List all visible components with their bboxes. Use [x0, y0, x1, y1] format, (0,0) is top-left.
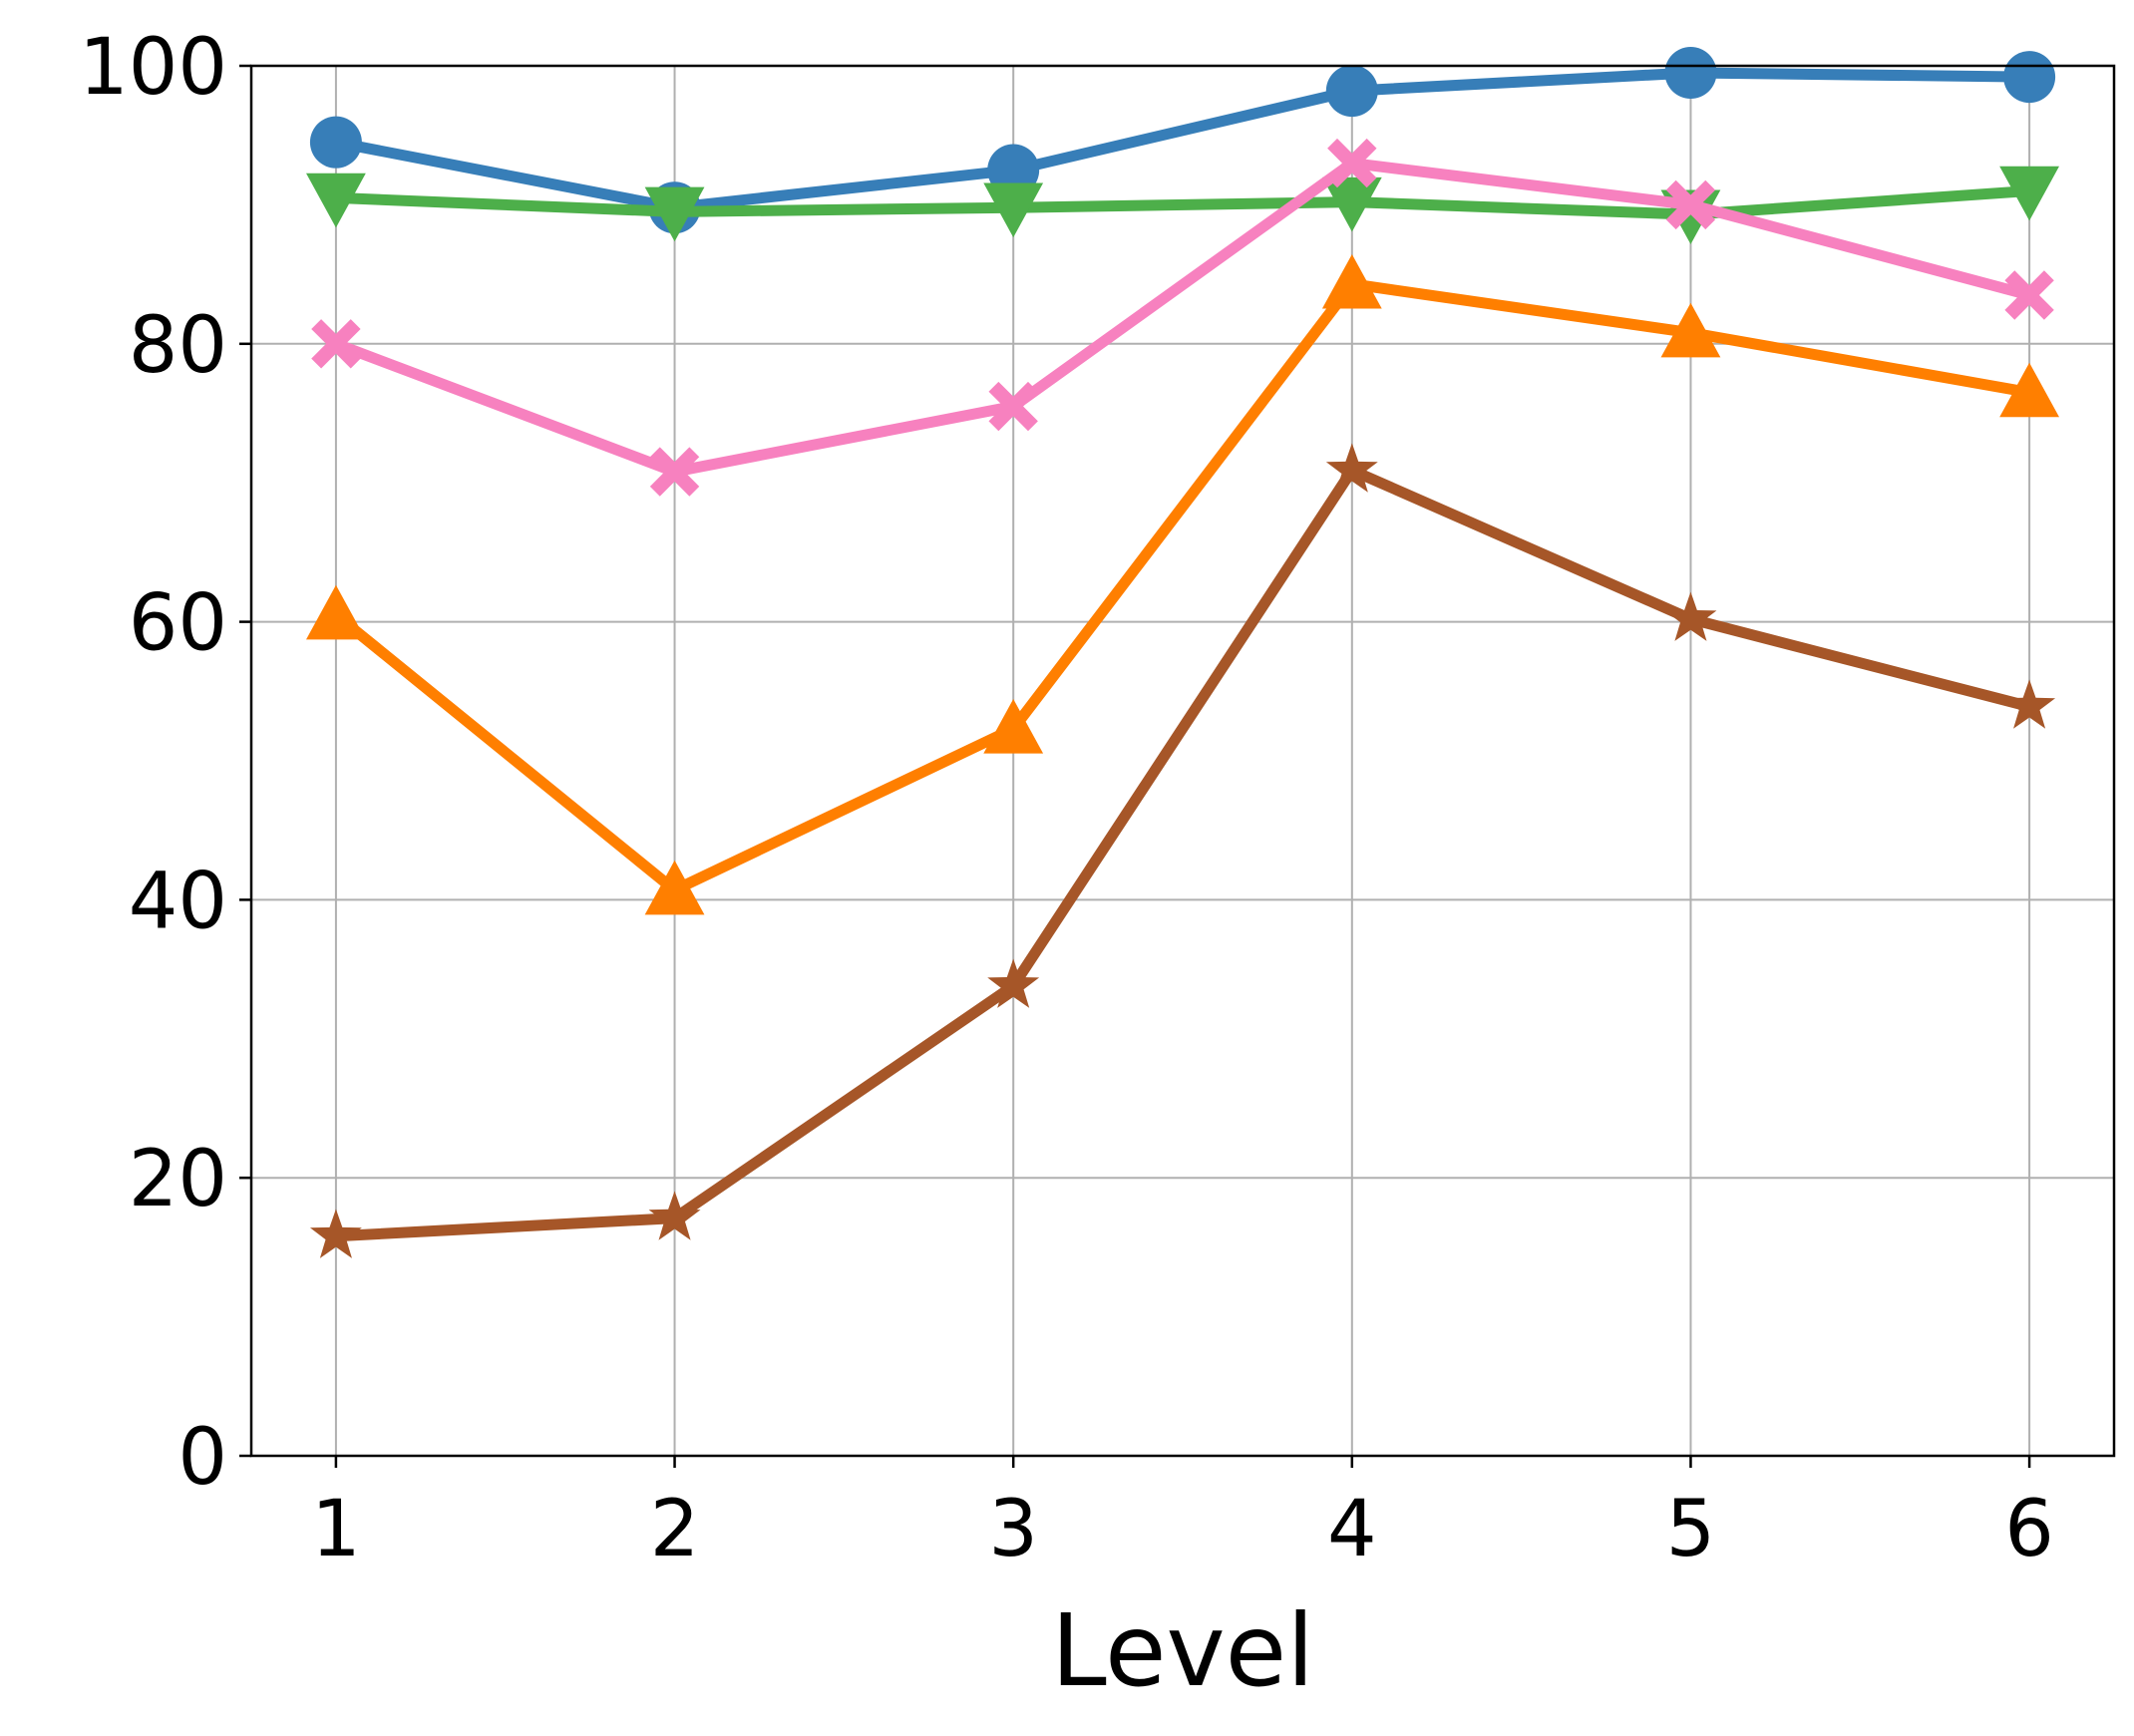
data-point-triangle-up [1660, 302, 1721, 358]
y-tick-label: 0 [178, 1413, 227, 1503]
x-tick-label: 5 [1666, 1485, 1716, 1574]
x-axis-ticks: 1 2 3 4 5 6 [311, 1456, 2054, 1574]
data-point-star [648, 1191, 701, 1240]
y-tick-label: 40 [129, 857, 227, 946]
series-5 [309, 443, 2056, 1258]
series-layer [306, 46, 2059, 1258]
data-point-triangle-down [1321, 176, 1382, 232]
series-line [330, 67, 2035, 213]
data-point-x [311, 319, 361, 369]
data-point-triangle-up [306, 584, 366, 640]
data-point-triangle-down [1999, 166, 2059, 221]
data-point-triangle-up [983, 699, 1044, 754]
x-tick-label: 2 [650, 1485, 700, 1574]
series-line [330, 465, 2035, 1242]
series-3 [311, 138, 2054, 497]
y-tick-label: 100 [79, 23, 227, 113]
data-point-x [2004, 270, 2054, 320]
data-point-triangle-up [644, 860, 705, 915]
series-line [330, 158, 2035, 478]
data-point-x [988, 381, 1038, 432]
x-tick-label: 4 [1327, 1485, 1377, 1574]
data-point-x [1665, 179, 1716, 230]
data-point-circle [2003, 51, 2056, 104]
data-point-circle [1664, 46, 1717, 99]
data-point-star [1664, 591, 1717, 641]
series-line [330, 184, 2035, 220]
y-axis-ticks: 0 20 40 60 80 100 [79, 23, 251, 1503]
y-tick-label: 20 [129, 1135, 227, 1224]
data-point-x [1327, 138, 1377, 188]
x-tick-label: 1 [311, 1485, 361, 1574]
grid-lines [251, 65, 2114, 1457]
data-point-star [309, 1209, 362, 1258]
plot-frame [249, 64, 2116, 1458]
data-point-star [2003, 679, 2056, 729]
data-point-star [1325, 443, 1378, 493]
y-tick-label: 60 [129, 579, 227, 669]
x-tick-label: 6 [2004, 1485, 2054, 1574]
data-point-triangle-down [306, 173, 366, 228]
x-tick-label: 3 [988, 1485, 1038, 1574]
x-axis-label: Level [1051, 1592, 1314, 1709]
y-tick-label: 80 [129, 301, 227, 391]
data-point-triangle-up [1999, 362, 2059, 418]
data-point-circle [309, 116, 362, 169]
data-point-circle [1325, 65, 1378, 118]
data-point-star [987, 958, 1040, 1008]
series-line [330, 278, 2035, 896]
data-point-triangle-down [983, 182, 1044, 238]
data-point-triangle-up [1321, 253, 1382, 309]
data-point-triangle-down [644, 186, 705, 242]
series-4 [306, 253, 2059, 915]
data-point-x [649, 447, 700, 497]
